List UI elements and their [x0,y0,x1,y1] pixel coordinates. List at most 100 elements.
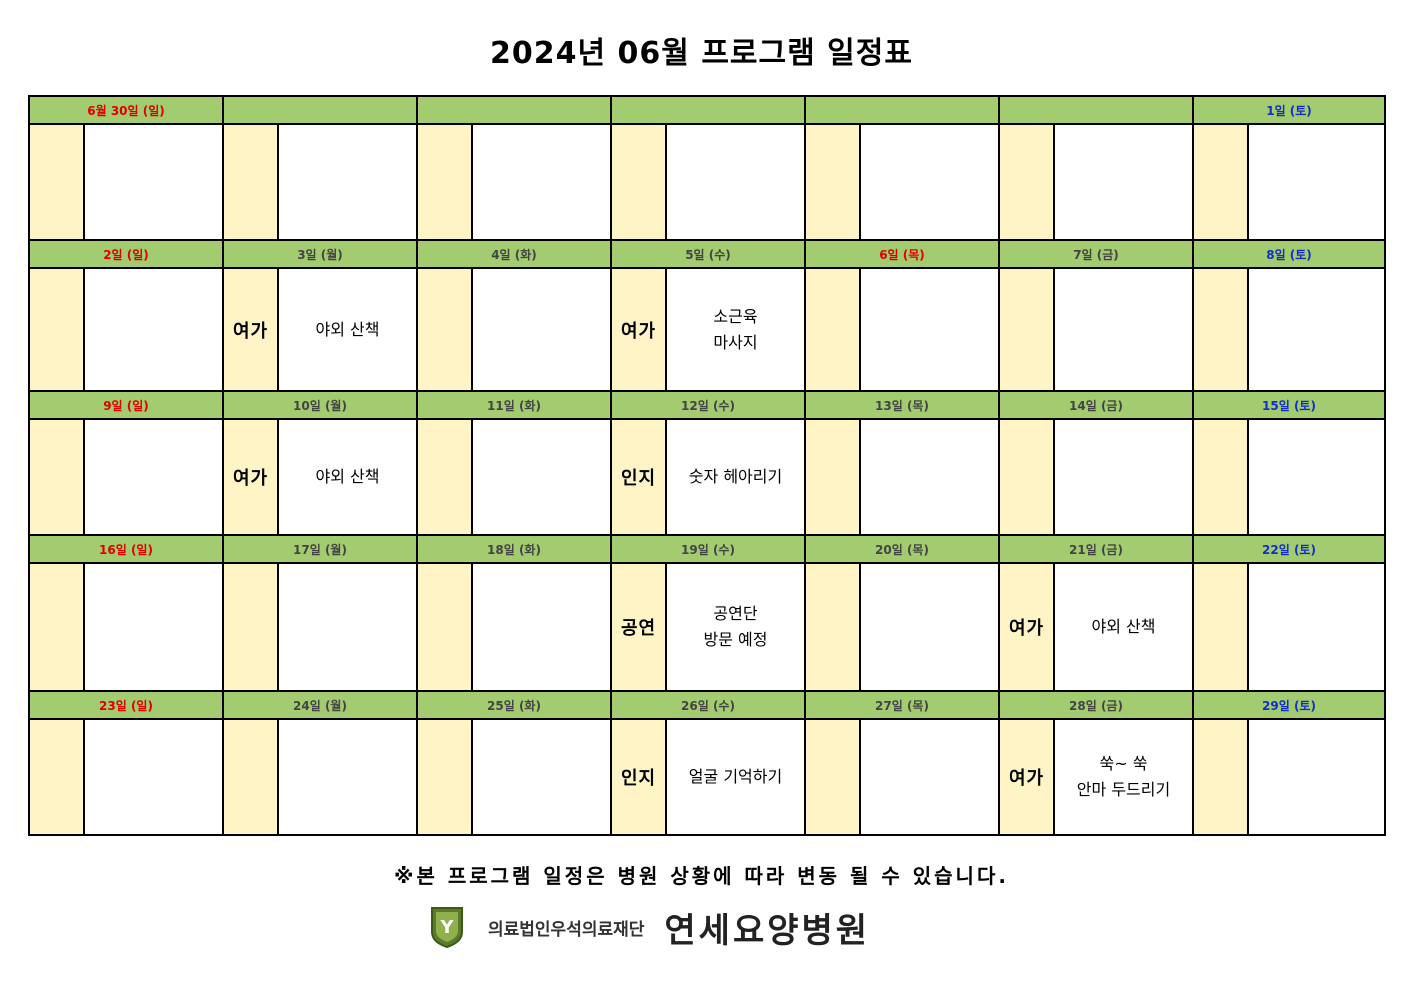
program-category [28,718,85,836]
day-header: 22일 (토) [1191,534,1387,564]
day-header: 24일 (월) [222,690,418,720]
program-category [804,123,861,241]
program-activity [1053,267,1194,392]
day-header [610,95,806,125]
program-activity [471,123,612,241]
activity-line: 방문 예정 [703,630,768,649]
day-header: 5일 (수) [610,239,806,269]
day-header: 29일 (토) [1191,690,1387,720]
program-category [28,267,85,392]
program-activity [83,418,224,536]
program-activity [277,718,418,836]
program-activity [277,123,418,241]
week-body-row: 여가 야외 산책 인지 숫자 헤아리기 [28,418,1387,536]
program-activity [83,267,224,392]
day-header: 19일 (수) [610,534,806,564]
week-header-row: 9일 (일) 10일 (월) 11일 (화) 12일 (수) 13일 (목) 14일 (금… [28,390,1387,420]
program-activity [859,418,1000,536]
program-activity: 야외 산책 [1053,562,1194,692]
activity-line: 야외 산책 [1091,617,1156,636]
week-header-row: 6월 30일 (일) 1일 (토) [28,95,1387,125]
program-activity [471,418,612,536]
program-category: 여가 [998,562,1055,692]
day-header: 17일 (월) [222,534,418,564]
program-category [416,418,473,536]
week-body-row [28,123,1387,241]
program-activity: 야외 산책 [277,267,418,392]
week-header-row: 16일 (일) 17일 (월) 18일 (화) 19일 (수) 20일 (목) 21일 (… [28,534,1387,564]
program-category [28,418,85,536]
program-activity [859,123,1000,241]
day-header: 4일 (화) [416,239,612,269]
program-activity [1246,718,1387,836]
week-body-row: 여가 야외 산책 여가 소근육 마사지 [28,267,1387,392]
program-activity [859,718,1000,836]
activity-line: 소근육 [713,306,758,326]
day-header: 6월 30일 (일) [28,95,224,125]
program-activity [471,562,612,692]
program-category [804,418,861,536]
hospital-footer: Y 의료법인우석의료재단 연세요양병원 [430,902,870,952]
program-category [998,267,1055,392]
day-header: 25일 (화) [416,690,612,720]
svg-text:Y: Y [439,917,454,938]
program-category [416,718,473,836]
program-activity [83,718,224,836]
day-header: 11일 (화) [416,390,612,420]
program-activity [277,562,418,692]
day-header: 27일 (목) [804,690,1000,720]
day-header: 3일 (월) [222,239,418,269]
activity-line: 안마 두드리기 [1076,780,1171,799]
day-header: 14일 (금) [998,390,1194,420]
activity-line: 야외 산책 [315,467,380,486]
program-activity: 야외 산책 [277,418,418,536]
program-activity [665,123,806,241]
program-category [998,123,1055,241]
program-category: 여가 [610,267,667,392]
program-category [222,123,279,241]
program-category [222,718,279,836]
day-header: 20일 (목) [804,534,1000,564]
program-category: 공연 [610,562,667,692]
program-category [998,418,1055,536]
program-category [804,718,861,836]
program-category [28,562,85,692]
activity-line: 쑥~ 쑥 [1099,754,1148,773]
day-header: 18일 (화) [416,534,612,564]
program-category [804,562,861,692]
program-activity [859,562,1000,692]
activity-line: 얼굴 기억하기 [688,767,783,786]
program-activity [1246,418,1387,536]
program-category [416,562,473,692]
schedule-table: 6월 30일 (일) 1일 (토) 2일 (일) 3일 (월) 4일 (화) 5일 (수)… [28,95,1387,836]
day-header: 2일 (일) [28,239,224,269]
program-category: 여가 [998,718,1055,836]
day-header: 6일 (목) [804,239,1000,269]
program-activity [1246,562,1387,692]
day-header: 12일 (수) [610,390,806,420]
program-category [610,123,667,241]
program-activity [1053,418,1194,536]
program-category: 여가 [222,267,279,392]
week-header-row: 2일 (일) 3일 (월) 4일 (화) 5일 (수) 6일 (목) 7일 (금) 8일 (… [28,239,1387,269]
day-header: 8일 (토) [1191,239,1387,269]
program-activity: 숫자 헤아리기 [665,418,806,536]
hospital-name: 연세요양병원 [664,910,871,951]
day-header: 9일 (일) [28,390,224,420]
day-header [998,95,1194,125]
activity-line: 야외 산책 [315,319,380,339]
day-header [804,95,1000,125]
day-header: 10일 (월) [222,390,418,420]
day-header: 28일 (금) [998,690,1194,720]
program-activity [859,267,1000,392]
program-category [28,123,85,241]
program-category [1192,718,1249,836]
activity-line: 공연단 [713,604,758,623]
program-activity: 소근육 마사지 [665,267,806,392]
program-activity [471,267,612,392]
program-category [416,123,473,241]
program-activity [83,562,224,692]
day-header: 1일 (토) [1191,95,1387,125]
